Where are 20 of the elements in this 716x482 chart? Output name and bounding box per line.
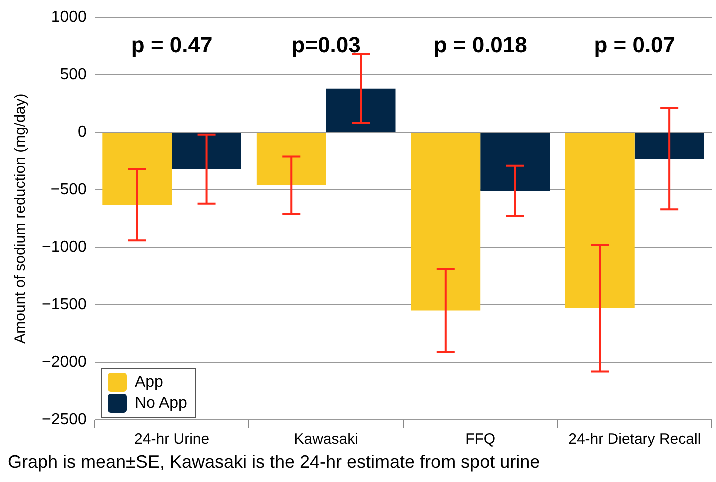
x-tick-label: 24-hr Dietary Recall (568, 431, 702, 448)
y-tick-label: −500 (50, 181, 88, 198)
x-tick-label: FFQ (466, 431, 496, 448)
x-tick-label: Kawasaki (294, 431, 358, 448)
legend-label: No App (134, 394, 188, 412)
x-tick-label: 24-hr Urine (134, 431, 210, 448)
annotation: p = 0.47 (131, 32, 213, 58)
y-tick-label: 500 (60, 66, 88, 84)
y-tick-label: −2500 (42, 411, 88, 428)
annotation: p = 0.07 (594, 32, 676, 58)
annotation: p=0.03 (292, 32, 361, 58)
text: Graph is mean±SE, Kawasaki is the 24-hr estimate from spot urine (7, 452, 542, 473)
y-tick-label: 0 (78, 124, 88, 141)
y-tick-label: 1000 (51, 9, 88, 26)
annotation: p = 0.018 (434, 32, 528, 58)
y-tick-label: −2000 (42, 354, 88, 371)
legend-label: App (134, 374, 164, 392)
y-tick-label: −1500 (42, 296, 88, 314)
y-tick-label: −1000 (42, 238, 88, 256)
y-axis-title: Amount of sodium reduction (mg/day) (12, 94, 30, 344)
